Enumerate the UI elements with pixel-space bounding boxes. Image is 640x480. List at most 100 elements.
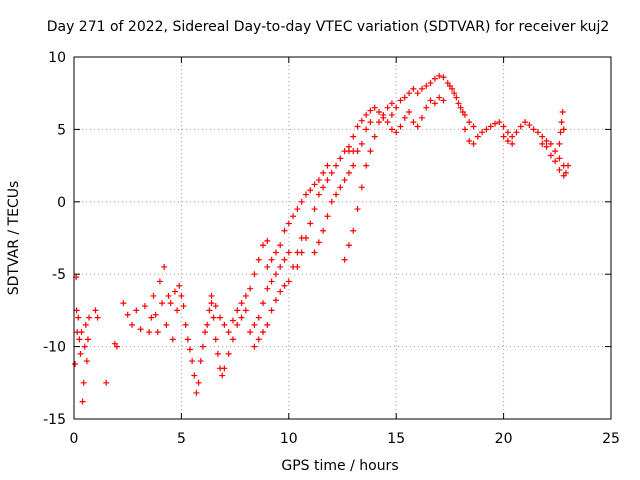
data-point [247,329,254,336]
data-point [414,123,421,130]
data-point [298,249,305,256]
data-point [461,126,468,133]
data-point [358,117,365,124]
data-point [290,213,297,220]
data-point [487,123,494,130]
data-point [397,123,404,130]
data-point [345,169,352,176]
data-point [328,198,335,205]
data-point [180,303,187,310]
data-point [176,282,183,289]
data-point [320,169,327,176]
x-tick-label: 10 [280,431,298,447]
data-point [285,249,292,256]
data-point [440,97,447,104]
data-point [500,123,507,130]
data-point [225,350,232,357]
data-point [459,109,466,116]
data-point [345,148,352,155]
data-point [152,311,159,318]
data-point [427,97,434,104]
data-point [474,133,481,140]
data-point [92,307,99,314]
data-point [268,307,275,314]
data-point [212,303,219,310]
data-point [517,123,524,130]
data-point [324,213,331,220]
data-point [193,389,200,396]
data-point [251,343,258,350]
data-point [163,321,170,328]
data-point [470,123,477,130]
data-point [376,109,383,116]
x-tick-label: 25 [602,431,620,447]
data-point [184,336,191,343]
data-series [72,72,572,405]
data-point [354,148,361,155]
data-point [311,181,318,188]
data-point [307,187,314,194]
data-point [406,109,413,116]
data-point [337,155,344,162]
data-point [86,314,93,321]
y-tick-label: 5 [57,122,66,138]
data-point [483,126,490,133]
data-point [556,155,563,162]
data-point [350,133,357,140]
data-point [363,111,370,118]
data-point [260,242,267,249]
data-point [380,114,387,121]
data-point [72,360,79,367]
data-point [219,372,226,379]
data-point [186,346,193,353]
data-point [260,329,267,336]
data-point [242,292,249,299]
data-point [272,297,279,304]
data-point [208,292,215,299]
data-point [350,227,357,234]
data-point [393,129,400,136]
data-point [388,126,395,133]
data-point [543,137,550,144]
data-point [559,109,566,116]
y-axis-label: SDTVAR / TECUs [6,181,22,296]
data-point [103,379,110,386]
data-point [328,169,335,176]
data-point [557,129,564,136]
data-point [238,314,245,321]
data-point [285,220,292,227]
data-point [225,329,232,336]
data-point [156,278,163,285]
data-point [457,104,464,111]
data-point [78,329,85,336]
data-point [451,90,458,97]
grid [74,57,611,419]
data-point [552,158,559,165]
data-point [388,111,395,118]
data-point [376,119,383,126]
data-point [453,94,460,101]
data-point [82,321,89,328]
data-point [208,300,215,307]
data-point [182,321,189,328]
y-tick-label: 10 [48,50,66,66]
data-point [526,122,533,129]
data-point [146,329,153,336]
data-point [234,321,241,328]
data-point [154,329,161,336]
data-point [281,256,288,263]
data-point [81,343,88,350]
data-point [294,206,301,213]
data-point [324,162,331,169]
data-point [500,133,507,140]
data-point [367,119,374,126]
data-point [423,82,430,89]
data-point [556,166,563,173]
data-point [539,133,546,140]
data-point [281,282,288,289]
data-point [530,126,537,133]
data-point [384,104,391,111]
data-point [255,336,262,343]
data-point [311,206,318,213]
